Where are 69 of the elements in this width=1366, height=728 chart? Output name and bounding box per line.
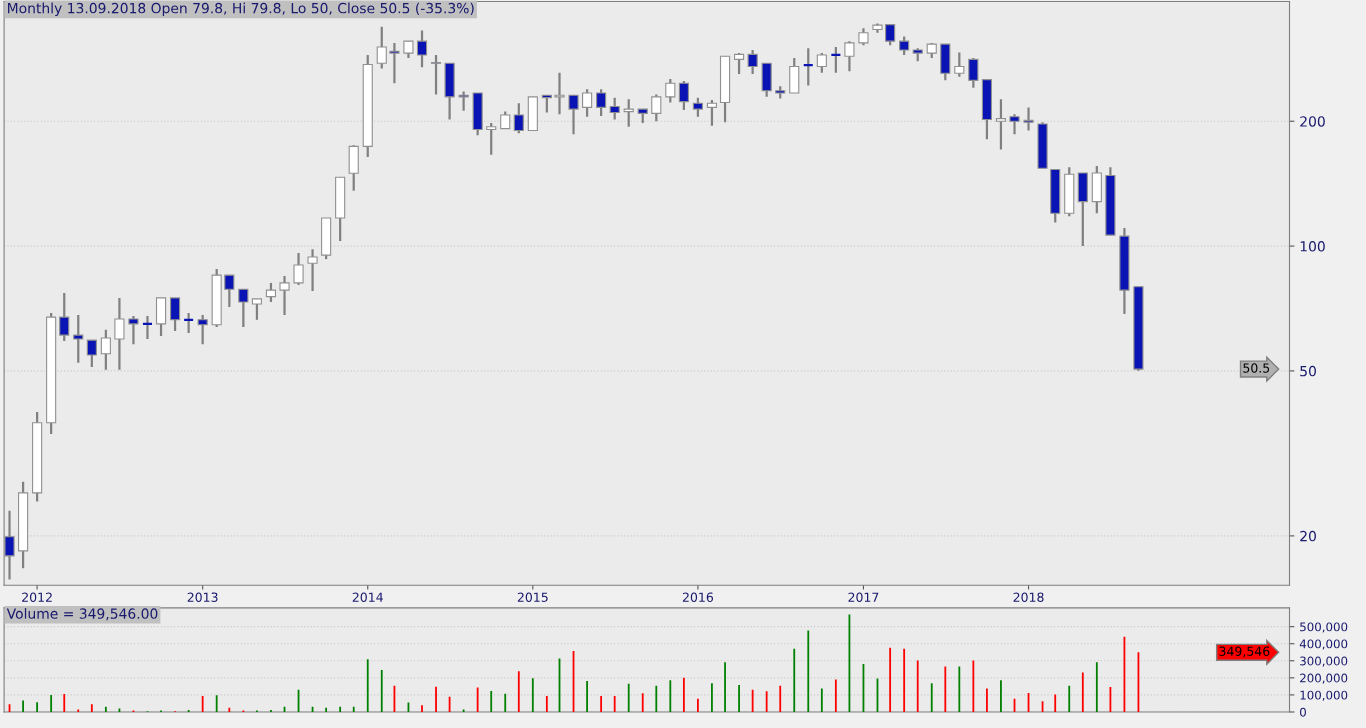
candlestick [1009, 113, 1020, 136]
candlestick [86, 339, 97, 369]
candlestick [183, 311, 195, 335]
y-tick-label: 500,000 [1300, 622, 1348, 633]
candlestick [678, 79, 689, 112]
candlestick [458, 90, 469, 112]
y-tick-label: 400,000 [1299, 639, 1348, 650]
candlestick [389, 41, 400, 85]
y-tick-label: 100 [1300, 241, 1325, 252]
annotation: 50.5 [1243, 363, 1270, 373]
y-tick-label: 0 [1300, 707, 1306, 717]
x-tick-label: 2012 [22, 592, 52, 602]
candlestick [596, 88, 607, 118]
candlestick [692, 96, 703, 118]
candlestick [416, 29, 428, 69]
y-tick-label: 200 [1300, 116, 1325, 127]
candlestick [995, 98, 1007, 151]
candlestick [293, 251, 304, 287]
candlestick [114, 296, 125, 371]
y-tick-label: 100,000 [1300, 690, 1348, 701]
candlestick [197, 313, 208, 346]
x-tick-label: 2015 [517, 592, 548, 602]
candlestick [100, 328, 111, 371]
candlestick [954, 51, 965, 78]
candlestick [265, 281, 277, 304]
candlestick [568, 94, 579, 136]
candlestick [486, 121, 497, 156]
x-tick-label: 2014 [352, 592, 383, 602]
candlestick [376, 25, 387, 70]
candlestick [582, 88, 593, 118]
candlestick [665, 77, 676, 104]
candlestick [1023, 106, 1034, 132]
x-tick-label: 2013 [187, 592, 218, 602]
annotation: 349,546 [1219, 646, 1270, 658]
candlestick [73, 313, 84, 364]
candlestick [307, 248, 318, 293]
y-tick-label: 200,000 [1300, 673, 1348, 684]
candlestick [733, 52, 745, 76]
candlestick [968, 57, 979, 89]
y-tick-label: 50 [1300, 365, 1316, 377]
candlestick [430, 53, 442, 96]
chart-title: Monthly 13.09.2018 Open 79.8, Hi 79.8, Lo 50, Close 50.5 (-35.3%) [8, 2, 474, 17]
x-tick-label: 2018 [1013, 592, 1044, 602]
candlestick [513, 102, 524, 135]
candlestick [747, 48, 758, 76]
x-tick-label: 2016 [682, 592, 714, 602]
candlestick [554, 71, 565, 116]
candlestick [128, 314, 139, 346]
candlestick [899, 35, 910, 57]
candlestick [802, 47, 814, 87]
candlestick [238, 288, 249, 329]
candlestick [651, 93, 662, 123]
candlestick [251, 297, 263, 321]
candlestick [706, 98, 718, 127]
candlestick [609, 96, 620, 121]
chart-title: Volume = 349,546.00 [6, 608, 158, 621]
candlestick [279, 274, 290, 317]
candlestick [885, 23, 896, 47]
candlestick [816, 52, 827, 74]
candlestick [623, 98, 634, 128]
candlestick [141, 314, 154, 341]
candlestick [830, 45, 842, 74]
candlestick [169, 296, 181, 333]
candlestick [844, 40, 855, 73]
candlestick [59, 291, 70, 343]
y-tick-label: 300,000 [1300, 656, 1348, 667]
x-tick-label: 2017 [848, 592, 879, 602]
y-tick-label: 20 [1300, 530, 1316, 542]
candlestick [224, 274, 235, 309]
